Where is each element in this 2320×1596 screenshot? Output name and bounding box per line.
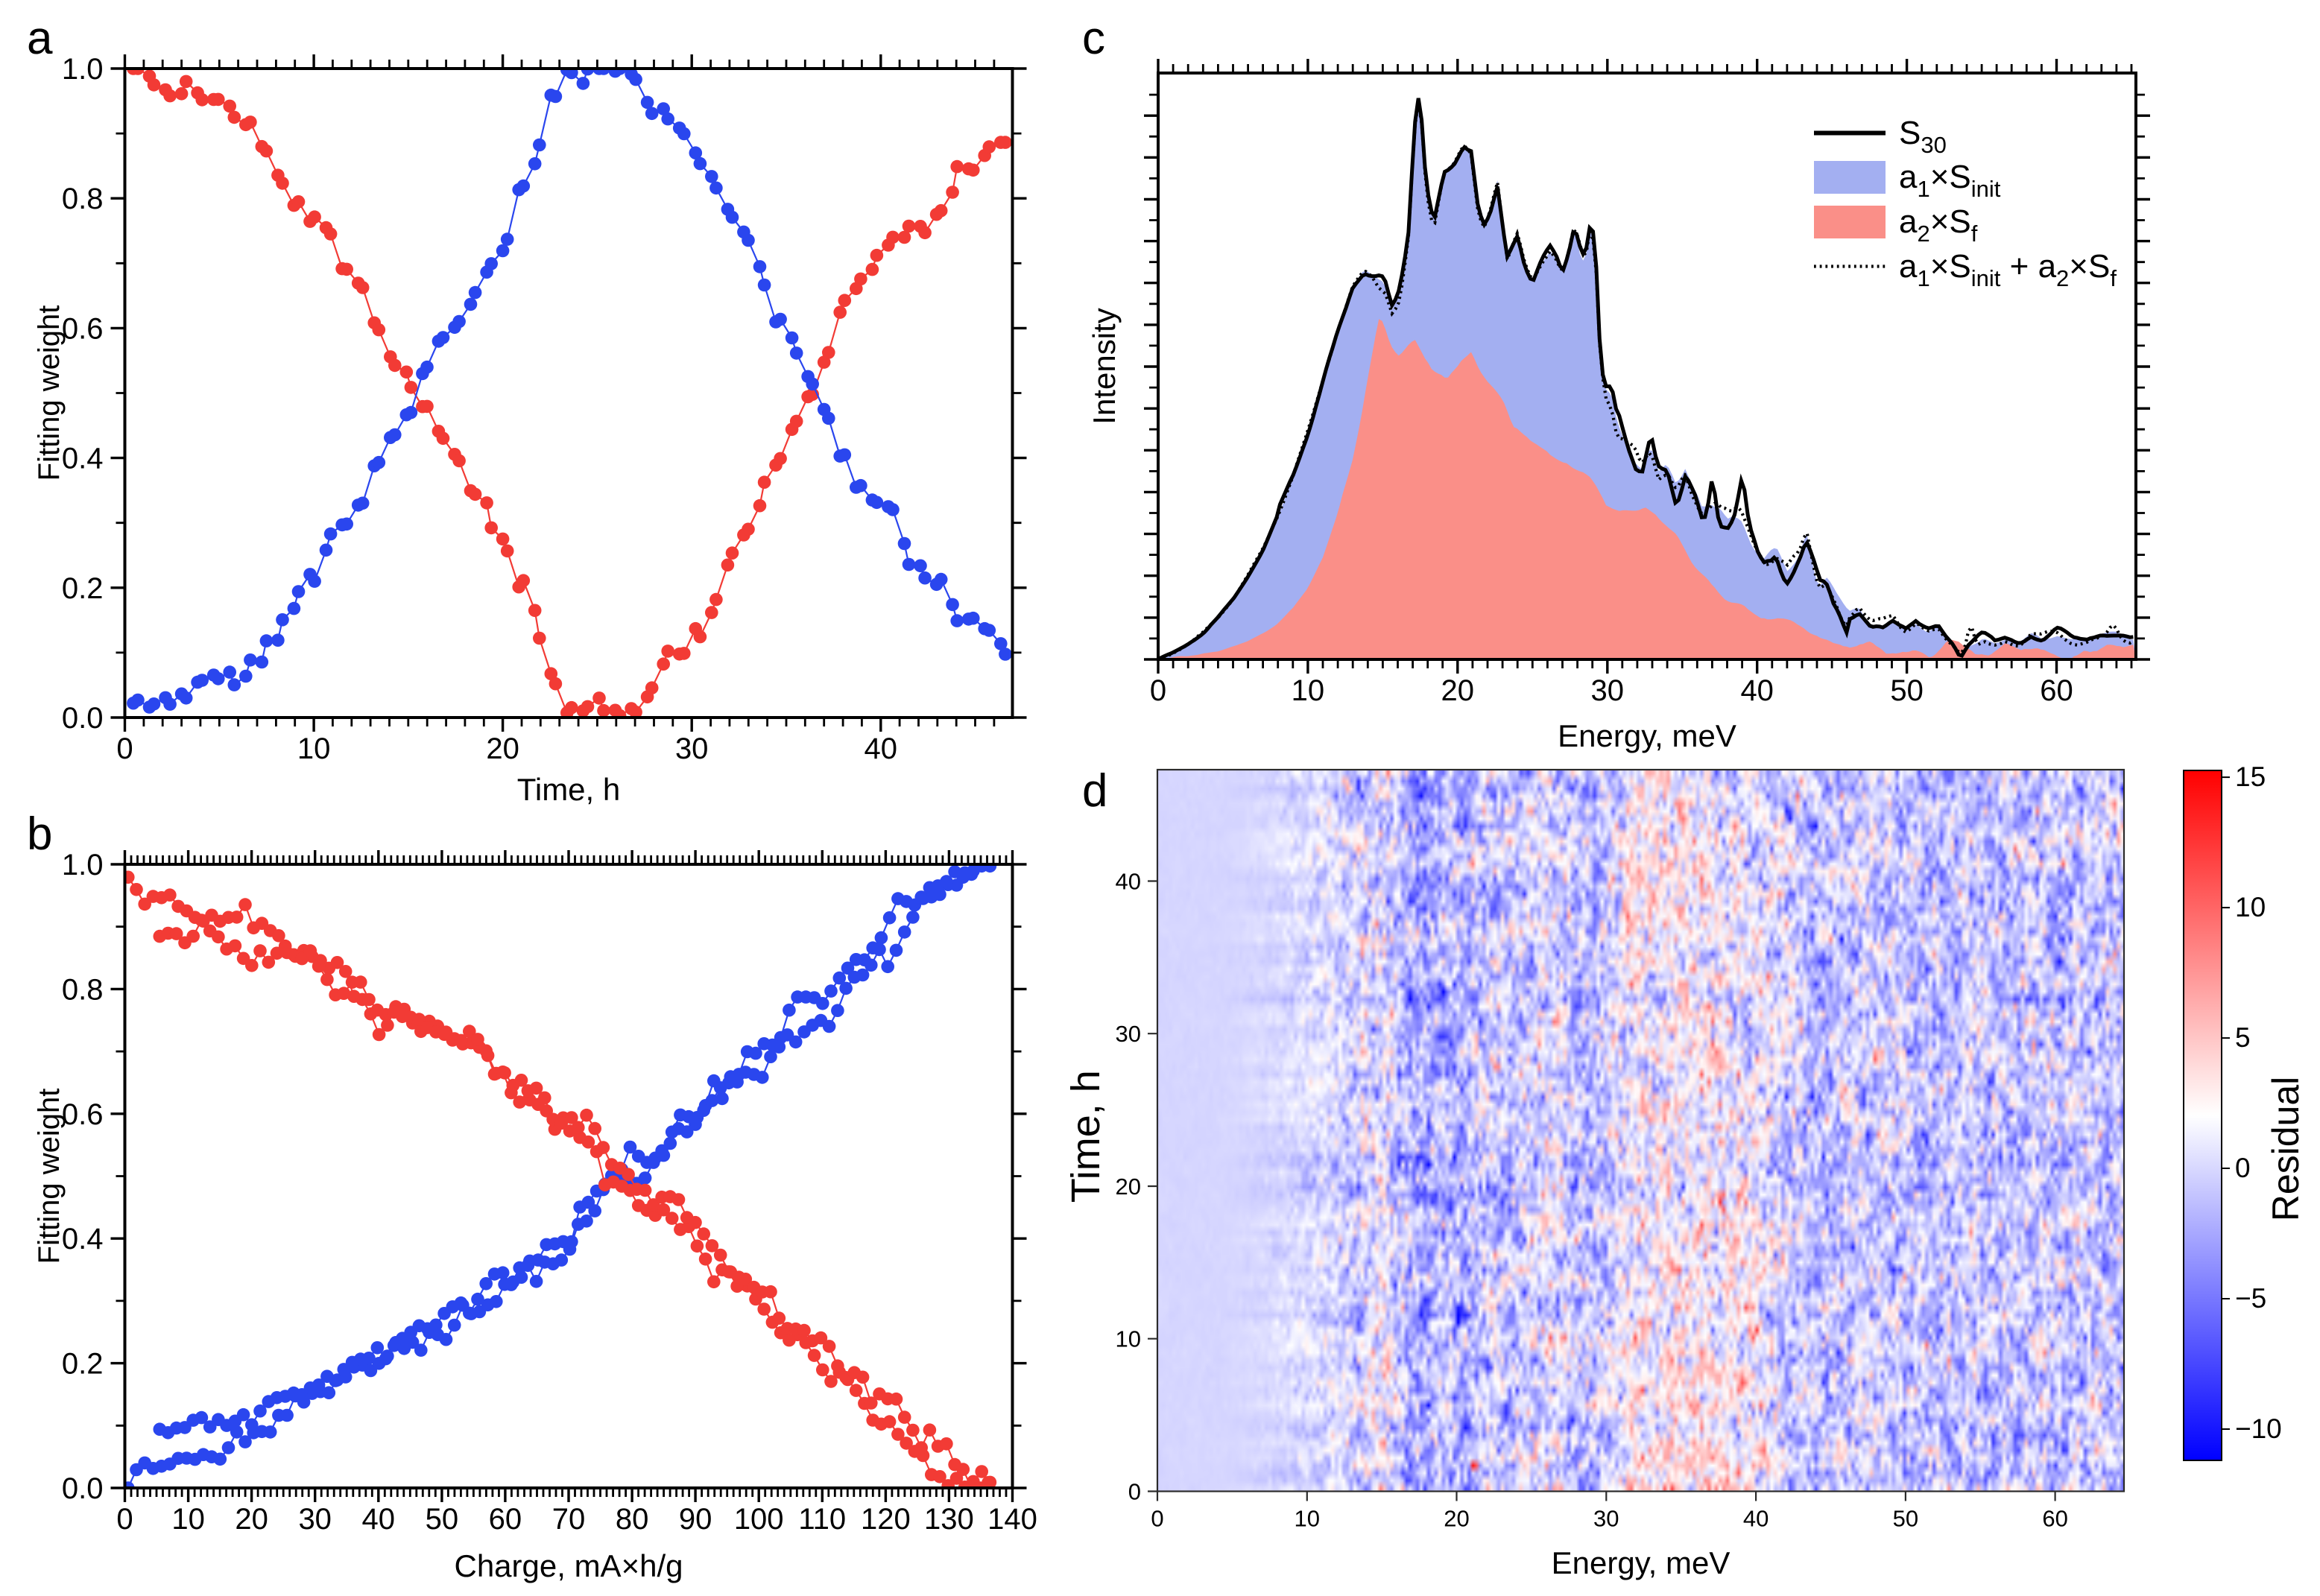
svg-text:Intensity: Intensity	[1087, 308, 1122, 424]
svg-text:15: 15	[2235, 761, 2266, 792]
svg-text:140: 140	[987, 1503, 1037, 1536]
svg-text:0.6: 0.6	[62, 312, 104, 345]
svg-text:Residual: Residual	[2265, 1077, 2307, 1222]
svg-text:130: 130	[924, 1503, 974, 1536]
svg-text:10: 10	[1292, 674, 1325, 707]
svg-text:1.0: 1.0	[62, 849, 104, 881]
svg-text:60: 60	[2042, 1506, 2067, 1532]
svg-text:0: 0	[1128, 1479, 1141, 1505]
svg-text:c: c	[1082, 13, 1105, 64]
svg-text:10: 10	[297, 732, 331, 765]
svg-text:40: 40	[1116, 869, 1141, 895]
svg-text:30: 30	[1116, 1021, 1141, 1047]
svg-text:100: 100	[734, 1503, 784, 1536]
svg-text:Charge, mA×h/g: Charge, mA×h/g	[454, 1548, 683, 1583]
svg-text:20: 20	[486, 732, 519, 765]
svg-text:0: 0	[2235, 1153, 2251, 1183]
svg-text:20: 20	[1441, 674, 1475, 707]
svg-text:10: 10	[1116, 1326, 1141, 1352]
svg-text:0.0: 0.0	[62, 1472, 104, 1505]
svg-text:a1×Sinit + a2×Sf: a1×Sinit + a2×Sf	[1899, 248, 2117, 291]
svg-text:30: 30	[1591, 674, 1625, 707]
svg-text:40: 40	[865, 732, 898, 765]
svg-text:30: 30	[298, 1503, 332, 1536]
svg-text:Fitting weight: Fitting weight	[33, 305, 66, 481]
svg-text:Energy, meV: Energy, meV	[1558, 718, 1736, 753]
svg-text:20: 20	[235, 1503, 268, 1536]
svg-text:20: 20	[1116, 1174, 1141, 1200]
svg-text:a2×Sf: a2×Sf	[1899, 203, 1978, 247]
svg-text:−5: −5	[2235, 1283, 2266, 1314]
svg-text:40: 40	[1740, 674, 1774, 707]
svg-text:Time, h: Time, h	[1063, 1070, 1108, 1203]
svg-text:0: 0	[116, 1503, 133, 1536]
svg-text:50: 50	[1890, 674, 1924, 707]
svg-text:−10: −10	[2235, 1413, 2282, 1444]
svg-text:Time, h: Time, h	[517, 772, 620, 807]
svg-text:0.8: 0.8	[62, 183, 104, 215]
svg-text:70: 70	[552, 1503, 586, 1536]
svg-text:10: 10	[171, 1503, 205, 1536]
svg-text:Energy, meV: Energy, meV	[1552, 1545, 1730, 1580]
svg-text:0.2: 0.2	[62, 1348, 104, 1381]
svg-text:d: d	[1082, 765, 1107, 817]
svg-text:0: 0	[116, 732, 133, 765]
svg-text:1.0: 1.0	[62, 53, 104, 86]
svg-text:0: 0	[1151, 1506, 1163, 1532]
svg-text:0.4: 0.4	[62, 443, 104, 475]
svg-text:5: 5	[2235, 1022, 2251, 1053]
svg-text:0.0: 0.0	[62, 702, 104, 735]
svg-text:120: 120	[861, 1503, 911, 1536]
svg-text:Fitting weight: Fitting weight	[33, 1089, 66, 1264]
svg-text:b: b	[27, 808, 52, 860]
svg-text:30: 30	[1593, 1506, 1619, 1532]
svg-text:10: 10	[1295, 1506, 1320, 1532]
svg-text:80: 80	[616, 1503, 649, 1536]
svg-text:60: 60	[489, 1503, 522, 1536]
svg-text:40: 40	[362, 1503, 396, 1536]
svg-text:0.4: 0.4	[62, 1223, 104, 1255]
svg-text:30: 30	[675, 732, 709, 765]
svg-text:0.6: 0.6	[62, 1098, 104, 1131]
svg-text:0.2: 0.2	[62, 572, 104, 605]
svg-text:0.8: 0.8	[62, 973, 104, 1006]
svg-text:10: 10	[2235, 892, 2266, 922]
svg-text:a1×Sinit: a1×Sinit	[1899, 159, 2001, 202]
svg-text:90: 90	[679, 1503, 712, 1536]
svg-text:110: 110	[798, 1503, 846, 1536]
svg-text:S30: S30	[1899, 115, 1947, 158]
svg-text:60: 60	[2040, 674, 2073, 707]
svg-text:50: 50	[1893, 1506, 1918, 1532]
svg-text:20: 20	[1444, 1506, 1469, 1532]
svg-text:a: a	[27, 13, 53, 64]
svg-text:50: 50	[426, 1503, 459, 1536]
svg-text:40: 40	[1743, 1506, 1769, 1532]
svg-text:0: 0	[1150, 674, 1166, 707]
